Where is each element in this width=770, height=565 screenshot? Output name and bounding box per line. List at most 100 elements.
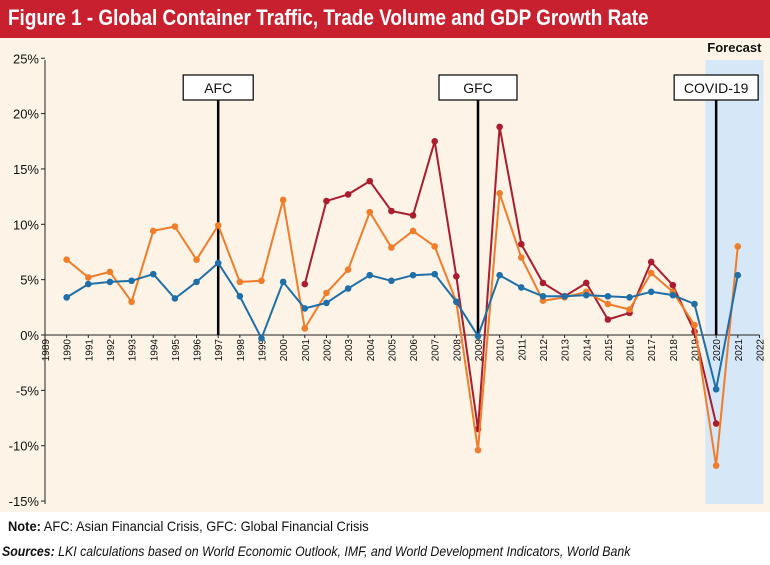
x-tick-label: 1993 [128, 339, 139, 362]
x-tick-label: 1999 [258, 339, 269, 362]
x-tick-label: 2009 [474, 339, 485, 362]
series-point-0 [712, 420, 720, 427]
x-tick-label: 1997 [214, 339, 225, 362]
y-tick-label: 0% [20, 328, 39, 343]
event-label: GFC [463, 80, 493, 96]
x-tick-label: 1996 [193, 339, 204, 362]
x-tick-label: 1990 [63, 339, 74, 362]
y-tick-label: 10% [13, 217, 39, 232]
sources-label: Sources: [2, 543, 55, 559]
series-point-0 [344, 191, 352, 198]
event-label-box [182, 74, 254, 101]
series-point-1 [344, 266, 352, 273]
series-point-2 [85, 280, 92, 288]
series-line-0 [303, 125, 718, 431]
series-point-0 [669, 281, 677, 289]
series-point-1 [128, 298, 135, 306]
x-tick-label: 2003 [344, 339, 355, 362]
series-point-1 [388, 244, 395, 251]
series-point-2 [453, 298, 460, 306]
series-point-2 [539, 292, 547, 300]
series-point-2 [561, 292, 568, 300]
x-tick-label: 2002 [322, 339, 333, 362]
x-tick-label: 2012 [539, 339, 550, 362]
note: Note: AFC: Asian Financial Crisis, GFC: … [8, 518, 369, 534]
series-line-1 [66, 192, 739, 467]
series-point-1 [193, 256, 200, 264]
series-point-1 [214, 222, 222, 229]
series-point-1 [647, 269, 655, 277]
series-point-2 [691, 300, 698, 308]
x-tick-label: 2013 [561, 339, 572, 362]
series-point-0 [431, 137, 439, 145]
x-tick-label: 2000 [279, 339, 290, 362]
event-label-box [673, 74, 759, 101]
x-tick-label: 2006 [409, 339, 420, 362]
x-tick-label: 1989 [41, 339, 52, 362]
series-point-2 [474, 332, 482, 340]
series-point-2 [344, 285, 352, 292]
series-point-2 [171, 295, 179, 302]
series-point-0 [647, 258, 655, 266]
series-point-2 [236, 292, 244, 300]
series-point-0 [604, 316, 612, 323]
series-point-2 [582, 291, 590, 299]
x-tick-label: 1995 [171, 339, 182, 362]
y-tick-label: 20% [13, 107, 39, 122]
series-point-2 [388, 277, 395, 285]
note-label: Note: [8, 518, 41, 534]
forecast-label: Forecast [707, 40, 762, 55]
x-tick-label: 2005 [387, 339, 398, 362]
x-tick-label: 2022 [755, 339, 766, 362]
series-point-0 [582, 279, 590, 287]
series-point-0 [366, 177, 374, 185]
y-tick-label: 25% [13, 51, 39, 66]
series-point-2 [409, 271, 417, 279]
series-point-1 [734, 243, 742, 250]
series-point-1 [366, 208, 374, 216]
series-point-1 [323, 289, 330, 297]
x-tick-label: 1991 [84, 339, 95, 362]
line-chart: Forecast 25% 20% 15% 10% 5% 0% -5% -10% -15% 1989 1… [9, 40, 767, 509]
series-point-2 [193, 278, 200, 286]
series-point-2 [149, 270, 157, 278]
chart-title: Figure 1 - Global Container Traffic, Tra… [8, 5, 649, 30]
event-label-box [438, 74, 518, 101]
x-tick-label: 2008 [452, 339, 463, 362]
series-point-1 [518, 254, 525, 261]
series-point-0 [496, 123, 503, 131]
y-tick-label: -10% [9, 439, 40, 454]
series-point-2 [496, 271, 503, 279]
sources-text: LKI calculations based on World Economic… [54, 543, 631, 559]
series-point-2 [279, 278, 287, 286]
x-tick-label: 2001 [301, 339, 312, 362]
series-point-0 [388, 207, 395, 215]
y-tick-label: 5% [20, 273, 39, 288]
series-point-2 [712, 385, 720, 393]
series-point-0 [539, 279, 547, 287]
series-point-2 [214, 259, 222, 267]
series-point-0 [518, 240, 525, 248]
series-point-2 [366, 271, 374, 279]
series-point-0 [323, 197, 330, 205]
x-tick-label: 2015 [604, 339, 615, 362]
series-point-0 [301, 280, 309, 288]
x-tick-label: 1992 [106, 339, 117, 362]
series-point-1 [106, 268, 114, 276]
x-tick-label: 2016 [626, 339, 637, 362]
series-point-2 [734, 271, 742, 279]
series-point-2 [63, 294, 70, 301]
x-tick-label: 1994 [149, 339, 160, 362]
x-tick-label: 2017 [647, 339, 658, 362]
series-point-1 [409, 227, 417, 235]
x-tick-label: 2019 [691, 339, 702, 362]
x-tick-label: 1998 [236, 339, 247, 362]
series-point-2 [128, 277, 135, 285]
series-point-1 [171, 223, 179, 230]
series-point-1 [85, 274, 92, 281]
x-tick-label: 2007 [431, 339, 442, 362]
series-point-1 [691, 321, 698, 329]
event-label: COVID-19 [684, 80, 749, 96]
y-tick-label: 15% [13, 162, 39, 177]
y-tick-label: -5% [16, 383, 40, 398]
